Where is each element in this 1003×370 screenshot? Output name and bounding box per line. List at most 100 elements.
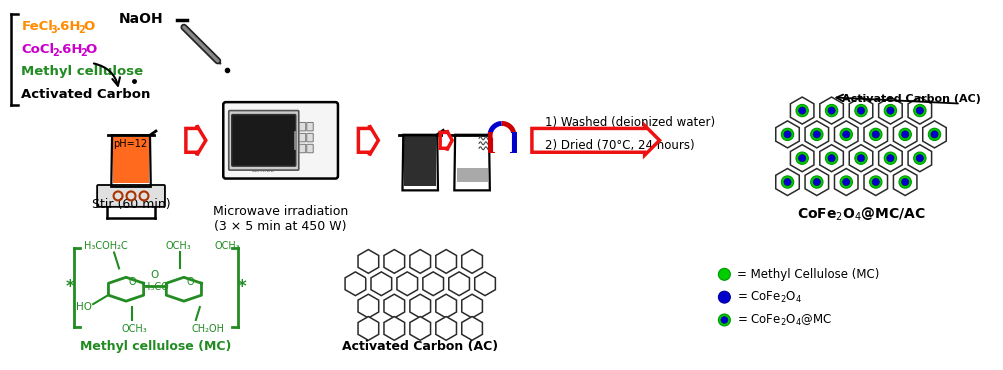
Circle shape — [827, 107, 834, 114]
Text: CoFe$_2$O$_4$@MC/AC: CoFe$_2$O$_4$@MC/AC — [795, 206, 925, 223]
Polygon shape — [864, 121, 887, 148]
Circle shape — [913, 104, 925, 117]
Circle shape — [812, 131, 819, 138]
Text: OCH₃: OCH₃ — [121, 324, 146, 334]
Circle shape — [780, 128, 793, 141]
Polygon shape — [819, 145, 843, 172]
FancyBboxPatch shape — [232, 115, 296, 166]
Circle shape — [718, 314, 729, 326]
Circle shape — [718, 268, 729, 280]
Circle shape — [824, 104, 837, 117]
Polygon shape — [775, 121, 798, 148]
Text: Microwave irradiation
(3 × 5 min at 450 W): Microwave irradiation (3 × 5 min at 450 … — [213, 205, 348, 233]
Text: O: O — [186, 277, 194, 287]
Text: .6H: .6H — [56, 20, 81, 33]
Text: comfee: comfee — [252, 168, 275, 172]
Text: O: O — [128, 277, 135, 287]
Circle shape — [898, 128, 911, 141]
Circle shape — [898, 176, 911, 188]
Text: 2: 2 — [80, 48, 87, 58]
Polygon shape — [922, 121, 945, 148]
Polygon shape — [789, 145, 813, 172]
Circle shape — [795, 152, 807, 164]
Circle shape — [809, 176, 822, 188]
Polygon shape — [409, 249, 430, 273]
Polygon shape — [345, 272, 365, 296]
Circle shape — [824, 152, 837, 164]
Polygon shape — [113, 137, 148, 183]
Text: OCH₃: OCH₃ — [164, 240, 191, 250]
Circle shape — [783, 178, 790, 186]
Polygon shape — [435, 249, 456, 273]
Circle shape — [857, 155, 864, 162]
Circle shape — [886, 155, 893, 162]
Polygon shape — [422, 272, 443, 296]
FancyBboxPatch shape — [299, 144, 306, 153]
Text: CH₂OH: CH₂OH — [192, 324, 224, 334]
Circle shape — [872, 178, 879, 186]
Polygon shape — [833, 168, 858, 195]
FancyBboxPatch shape — [299, 134, 306, 142]
Polygon shape — [878, 97, 902, 124]
Circle shape — [928, 128, 940, 141]
Polygon shape — [789, 97, 813, 124]
Text: Activated Carbon: Activated Carbon — [21, 88, 150, 101]
Polygon shape — [371, 272, 391, 296]
Polygon shape — [383, 294, 404, 318]
Polygon shape — [461, 249, 481, 273]
Circle shape — [901, 131, 908, 138]
Circle shape — [886, 107, 893, 114]
Circle shape — [901, 178, 908, 186]
Text: = CoFe$_2$O$_4$: = CoFe$_2$O$_4$ — [736, 290, 801, 305]
Text: O: O — [150, 270, 158, 280]
Circle shape — [809, 128, 822, 141]
Polygon shape — [358, 249, 378, 273]
Polygon shape — [409, 317, 430, 340]
Circle shape — [872, 131, 879, 138]
Polygon shape — [435, 294, 456, 318]
Polygon shape — [396, 272, 417, 296]
FancyArrowPatch shape — [93, 64, 119, 86]
Polygon shape — [456, 168, 487, 182]
Polygon shape — [907, 97, 931, 124]
FancyBboxPatch shape — [299, 122, 306, 131]
Text: 3: 3 — [51, 25, 57, 35]
Text: O: O — [83, 20, 95, 33]
Text: = Methyl Cellulose (MC): = Methyl Cellulose (MC) — [736, 268, 879, 281]
Circle shape — [854, 152, 867, 164]
Polygon shape — [833, 121, 858, 148]
Circle shape — [884, 104, 896, 117]
Polygon shape — [461, 317, 481, 340]
Polygon shape — [775, 168, 798, 195]
Text: H₃CO: H₃CO — [143, 282, 169, 292]
Polygon shape — [461, 294, 481, 318]
Text: = CoFe$_2$O$_4$@MC: = CoFe$_2$O$_4$@MC — [736, 312, 831, 327]
Polygon shape — [849, 97, 872, 124]
Circle shape — [869, 176, 881, 188]
Text: CoCl: CoCl — [21, 43, 54, 56]
Text: 1) Washed (deionized water): 1) Washed (deionized water) — [545, 116, 714, 129]
Text: HO: HO — [76, 302, 92, 312]
Polygon shape — [893, 168, 916, 195]
Circle shape — [916, 107, 923, 114]
Polygon shape — [893, 121, 916, 148]
Text: FeCl: FeCl — [21, 20, 53, 33]
Circle shape — [842, 131, 849, 138]
Text: NaOH: NaOH — [118, 12, 163, 26]
Polygon shape — [804, 121, 827, 148]
Polygon shape — [864, 168, 887, 195]
Text: H₃COH₂C: H₃COH₂C — [84, 240, 127, 250]
Circle shape — [913, 152, 925, 164]
Text: O: O — [85, 43, 96, 56]
Circle shape — [842, 178, 849, 186]
Polygon shape — [474, 272, 494, 296]
FancyBboxPatch shape — [223, 102, 338, 179]
Circle shape — [854, 104, 867, 117]
Polygon shape — [404, 137, 435, 186]
Circle shape — [783, 131, 790, 138]
Text: pH=12: pH=12 — [113, 139, 147, 149]
Circle shape — [812, 178, 819, 186]
Text: OCH₃: OCH₃ — [215, 240, 241, 250]
Polygon shape — [358, 317, 378, 340]
Text: Stir (60 min): Stir (60 min) — [91, 198, 171, 211]
